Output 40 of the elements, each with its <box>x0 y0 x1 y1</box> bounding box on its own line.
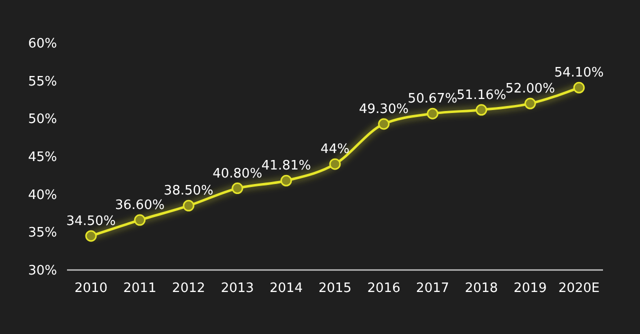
x-tick-label: 2019 <box>514 281 547 296</box>
x-tick-label: 2017 <box>416 281 450 296</box>
y-tick-label: 35% <box>28 226 57 241</box>
data-label: 52.00% <box>505 82 555 97</box>
y-tick-label: 60% <box>28 36 57 52</box>
point <box>426 108 438 120</box>
y-tick-label: 55% <box>28 74 57 90</box>
y-tick-label: 40% <box>28 188 57 203</box>
data-label: 41.81% <box>261 158 311 174</box>
x-tick-label: 2012 <box>172 281 206 296</box>
x-tick-label: 2015 <box>318 281 352 296</box>
x-tick-label: 2016 <box>367 281 400 296</box>
point <box>232 182 244 194</box>
x-tick-label: 2014 <box>270 281 303 296</box>
data-label: 54.10% <box>554 66 604 81</box>
data-label: 44% <box>320 142 350 158</box>
point <box>378 118 390 130</box>
data-label: 36.60% <box>115 198 165 214</box>
y-tick-label: 45% <box>28 150 57 166</box>
y-tick-label: 30% <box>28 264 57 279</box>
point <box>476 104 488 116</box>
x-tick-label: 2020E <box>558 281 600 296</box>
point <box>182 200 194 212</box>
x-tick-label: 2010 <box>74 281 108 296</box>
x-tick-label: 2011 <box>123 281 156 296</box>
data-label: 49.30% <box>359 102 409 117</box>
data-label: 51.16% <box>456 88 506 103</box>
data-label: 34.50% <box>66 214 116 229</box>
y-tick-label: 50% <box>28 112 57 128</box>
point <box>280 174 292 186</box>
point <box>134 214 146 226</box>
point <box>573 82 585 94</box>
point <box>329 158 341 170</box>
point <box>85 230 97 242</box>
data-label: 38.50% <box>164 184 214 199</box>
x-tick-label: 2018 <box>464 281 498 296</box>
data-label: 50.67% <box>408 92 458 107</box>
x-tick-label: 2013 <box>220 281 254 296</box>
data-label: 40.80% <box>212 166 262 182</box>
point <box>524 98 536 110</box>
